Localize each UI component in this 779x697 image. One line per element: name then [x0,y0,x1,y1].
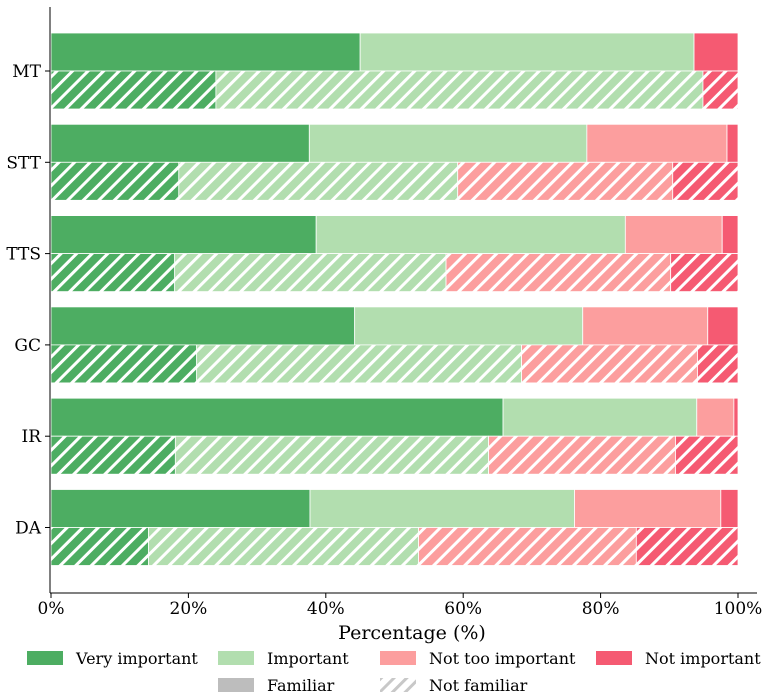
legend-swatch-not-too-important [380,651,416,665]
bar-ir-not-familiar-not-too-important [488,435,676,475]
legend-label-important: Important [267,649,349,668]
x-tick-label: 20% [170,599,208,619]
bar-da-not-familiar-very-important [50,527,149,566]
bar-gc-not-familiar-not-important [697,344,739,384]
legend-swatch-not-familiar [380,678,416,692]
legend-label-not-important: Not important [645,649,761,668]
bar-da-familiar-not-too-important [574,489,722,528]
y-ticks: MT STT TTS GC IR DA [6,62,50,539]
bar-da-not-familiar-not-important [635,527,739,566]
bar-mt-familiar-not-important [693,32,739,72]
bar-gc-familiar-important [354,306,584,346]
legend-label-not-familiar: Not familiar [429,676,528,695]
bar-ir-not-familiar-important [174,435,490,475]
bar-gc-not-familiar-important [196,344,522,384]
x-tick-label: 60% [444,599,482,619]
bar-ir-familiar-important [502,397,698,437]
bar-tts-not-familiar-not-important [670,253,739,293]
bar-tts-familiar-very-important [50,215,317,255]
bar-da-not-familiar-not-too-important [418,527,637,566]
y-tick-label: IR [21,427,42,447]
bar-gc-familiar-not-important [707,306,739,346]
bar-gc-familiar-not-too-important [582,306,709,346]
bar-gc-familiar-very-important [50,306,356,346]
bar-ir-not-familiar-not-important [675,435,739,475]
legend-swatch-important [218,651,254,665]
bar-ir-familiar-not-important [733,397,739,437]
x-tick-label: 100% [714,599,763,619]
x-tick-label: 0% [38,599,65,619]
bar-stt-familiar-not-too-important [586,123,728,163]
bar-mt-familiar-important [359,32,695,72]
bar-tts-not-familiar-important [174,253,447,293]
y-tick-label: MT [12,62,41,82]
x-tick-label: 40% [307,599,345,619]
legend-swatch-not-important [596,651,632,665]
bar-stt-not-familiar-not-too-important [457,161,674,201]
bar-tts-familiar-important [315,215,626,255]
bar-mt-not-familiar-not-important [702,70,739,110]
y-tick-label: DA [15,519,42,539]
bar-da-not-familiar-important [148,527,419,566]
bars-layer [50,32,739,566]
bar-stt-familiar-very-important [50,123,310,163]
y-tick-label: STT [6,153,41,173]
legend-swatch-very-important [27,651,63,665]
legend-swatch-familiar [218,678,254,692]
bar-mt-not-familiar-very-important [50,70,217,110]
bar-stt-familiar-important [308,123,588,163]
bar-da-familiar-not-important [720,489,739,528]
bar-stt-not-familiar-very-important [50,161,180,201]
bar-tts-not-familiar-very-important [50,253,176,293]
y-tick-label: GC [14,336,41,356]
bar-tts-familiar-not-important [721,215,739,255]
bar-da-familiar-very-important [50,489,311,528]
bar-ir-not-familiar-very-important [50,435,176,475]
legend-label-very-important: Very important [75,649,198,668]
bar-stt-not-familiar-not-important [672,161,739,201]
bar-gc-not-familiar-not-too-important [521,344,698,384]
legend: Very important Important Not too important… [27,649,761,695]
x-ticks: 0% 20% 40% 60% 80% 100% [38,593,763,619]
legend-label-not-too-important: Not too important [429,649,576,668]
bar-tts-familiar-not-too-important [624,215,723,255]
bar-stt-not-familiar-important [178,161,459,201]
bar-ir-familiar-very-important [50,397,504,437]
bar-tts-not-familiar-not-too-important [445,253,672,293]
bar-stt-familiar-not-important [726,123,739,163]
x-tick-label: 80% [582,599,620,619]
bar-mt-not-familiar-important [215,70,704,110]
bar-gc-not-familiar-very-important [50,344,198,384]
bar-ir-familiar-not-too-important [696,397,735,437]
legend-label-familiar: Familiar [267,676,335,695]
y-tick-label: TTS [6,245,41,265]
x-axis-label: Percentage (%) [338,622,486,644]
bar-da-familiar-important [309,489,575,528]
bar-mt-familiar-very-important [50,32,361,72]
